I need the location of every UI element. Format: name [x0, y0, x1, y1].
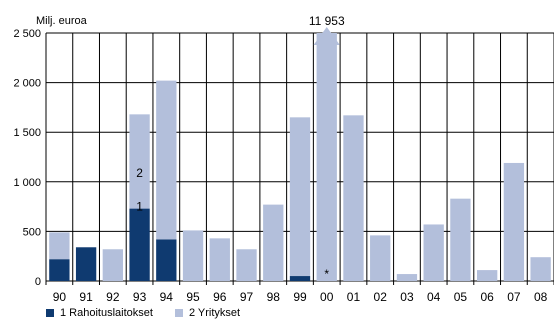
x-tick-label: 05: [454, 290, 468, 304]
x-tick-label: 93: [133, 290, 147, 304]
bar-rahoituslaitokset-91: [75, 247, 97, 281]
bar-rahoituslaitokset-94: [156, 239, 177, 281]
bar-yritykset-02: [370, 235, 391, 281]
bar-overflow-arrow-00: [313, 27, 340, 45]
bar-yritykset-95: [182, 230, 204, 281]
annotation-label: *: [324, 267, 329, 281]
bar-yritykset-00: [316, 33, 337, 281]
legend-item-yritykset: 2 Yritykset: [174, 307, 241, 319]
y-tick-label: 1 500: [13, 127, 41, 139]
x-tick-label: 08: [534, 290, 548, 304]
x-tick-label: 92: [106, 290, 120, 304]
bar-rahoituslaitokset-90: [49, 259, 70, 281]
bar-yritykset-93: [129, 114, 150, 209]
legend: 1 Rahoituslaitokset 2 Yritykset: [46, 307, 240, 319]
x-tick-label: 06: [480, 290, 494, 304]
x-tick-label: 95: [186, 290, 200, 304]
x-tick-label: 01: [347, 290, 361, 304]
annotation-label: 11 953: [309, 14, 345, 28]
bar-yritykset-96: [209, 238, 230, 281]
legend-label-rahoituslaitokset: 1 Rahoituslaitokset: [60, 307, 153, 319]
x-tick-label: 00: [320, 290, 334, 304]
x-tick-label: 02: [374, 290, 388, 304]
bar-yritykset-98: [263, 204, 284, 281]
bar-rahoituslaitokset-93: [129, 208, 150, 281]
x-tick-label: 97: [240, 290, 254, 304]
legend-label-yritykset: 2 Yritykset: [188, 307, 241, 319]
x-tick-label: 07: [507, 290, 521, 304]
bar-yritykset-99: [289, 117, 311, 277]
x-tick-label: 03: [400, 290, 414, 304]
bar-yritykset-08: [530, 257, 551, 281]
bar-yritykset-07: [503, 162, 525, 281]
bar-yritykset-03: [396, 274, 418, 281]
bar-yritykset-06: [476, 270, 498, 281]
legend-swatch-rahoituslaitokset: [46, 309, 54, 317]
legend-swatch-yritykset: [174, 309, 183, 317]
bar-yritykset-92: [102, 249, 124, 281]
legend-item-rahoituslaitokset: 1 Rahoituslaitokset: [46, 307, 153, 319]
y-unit-label: Milj. euroa: [36, 15, 88, 27]
x-tick-label: 98: [267, 290, 281, 304]
y-tick-label: 2 000: [13, 78, 41, 90]
y-tick-label: 1 000: [13, 177, 41, 189]
bar-yritykset-97: [236, 249, 257, 281]
y-tick-label: 500: [23, 226, 41, 238]
x-tick-label: 96: [213, 290, 227, 304]
bar-yritykset-94: [156, 80, 177, 240]
annotation-label: 2: [136, 166, 143, 180]
bar-yritykset-05: [450, 198, 471, 281]
y-tick-label: 0: [35, 276, 41, 288]
x-tick-label: 91: [79, 290, 93, 304]
x-tick-label: 90: [53, 290, 67, 304]
annotation-label: 1: [136, 200, 143, 214]
y-tick-label: 2 500: [13, 28, 41, 40]
x-tick-label: 04: [427, 290, 441, 304]
x-tick-label: 94: [160, 290, 174, 304]
bar-yritykset-01: [343, 115, 364, 281]
bar-yritykset-04: [423, 224, 444, 281]
bar-yritykset-90: [49, 232, 70, 260]
bar-rahoituslaitokset-99: [289, 276, 311, 281]
x-tick-label: 99: [293, 290, 307, 304]
